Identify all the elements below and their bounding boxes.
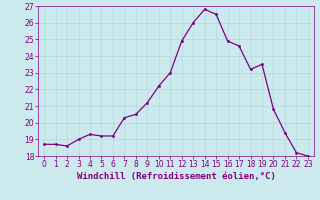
- X-axis label: Windchill (Refroidissement éolien,°C): Windchill (Refroidissement éolien,°C): [76, 172, 276, 181]
